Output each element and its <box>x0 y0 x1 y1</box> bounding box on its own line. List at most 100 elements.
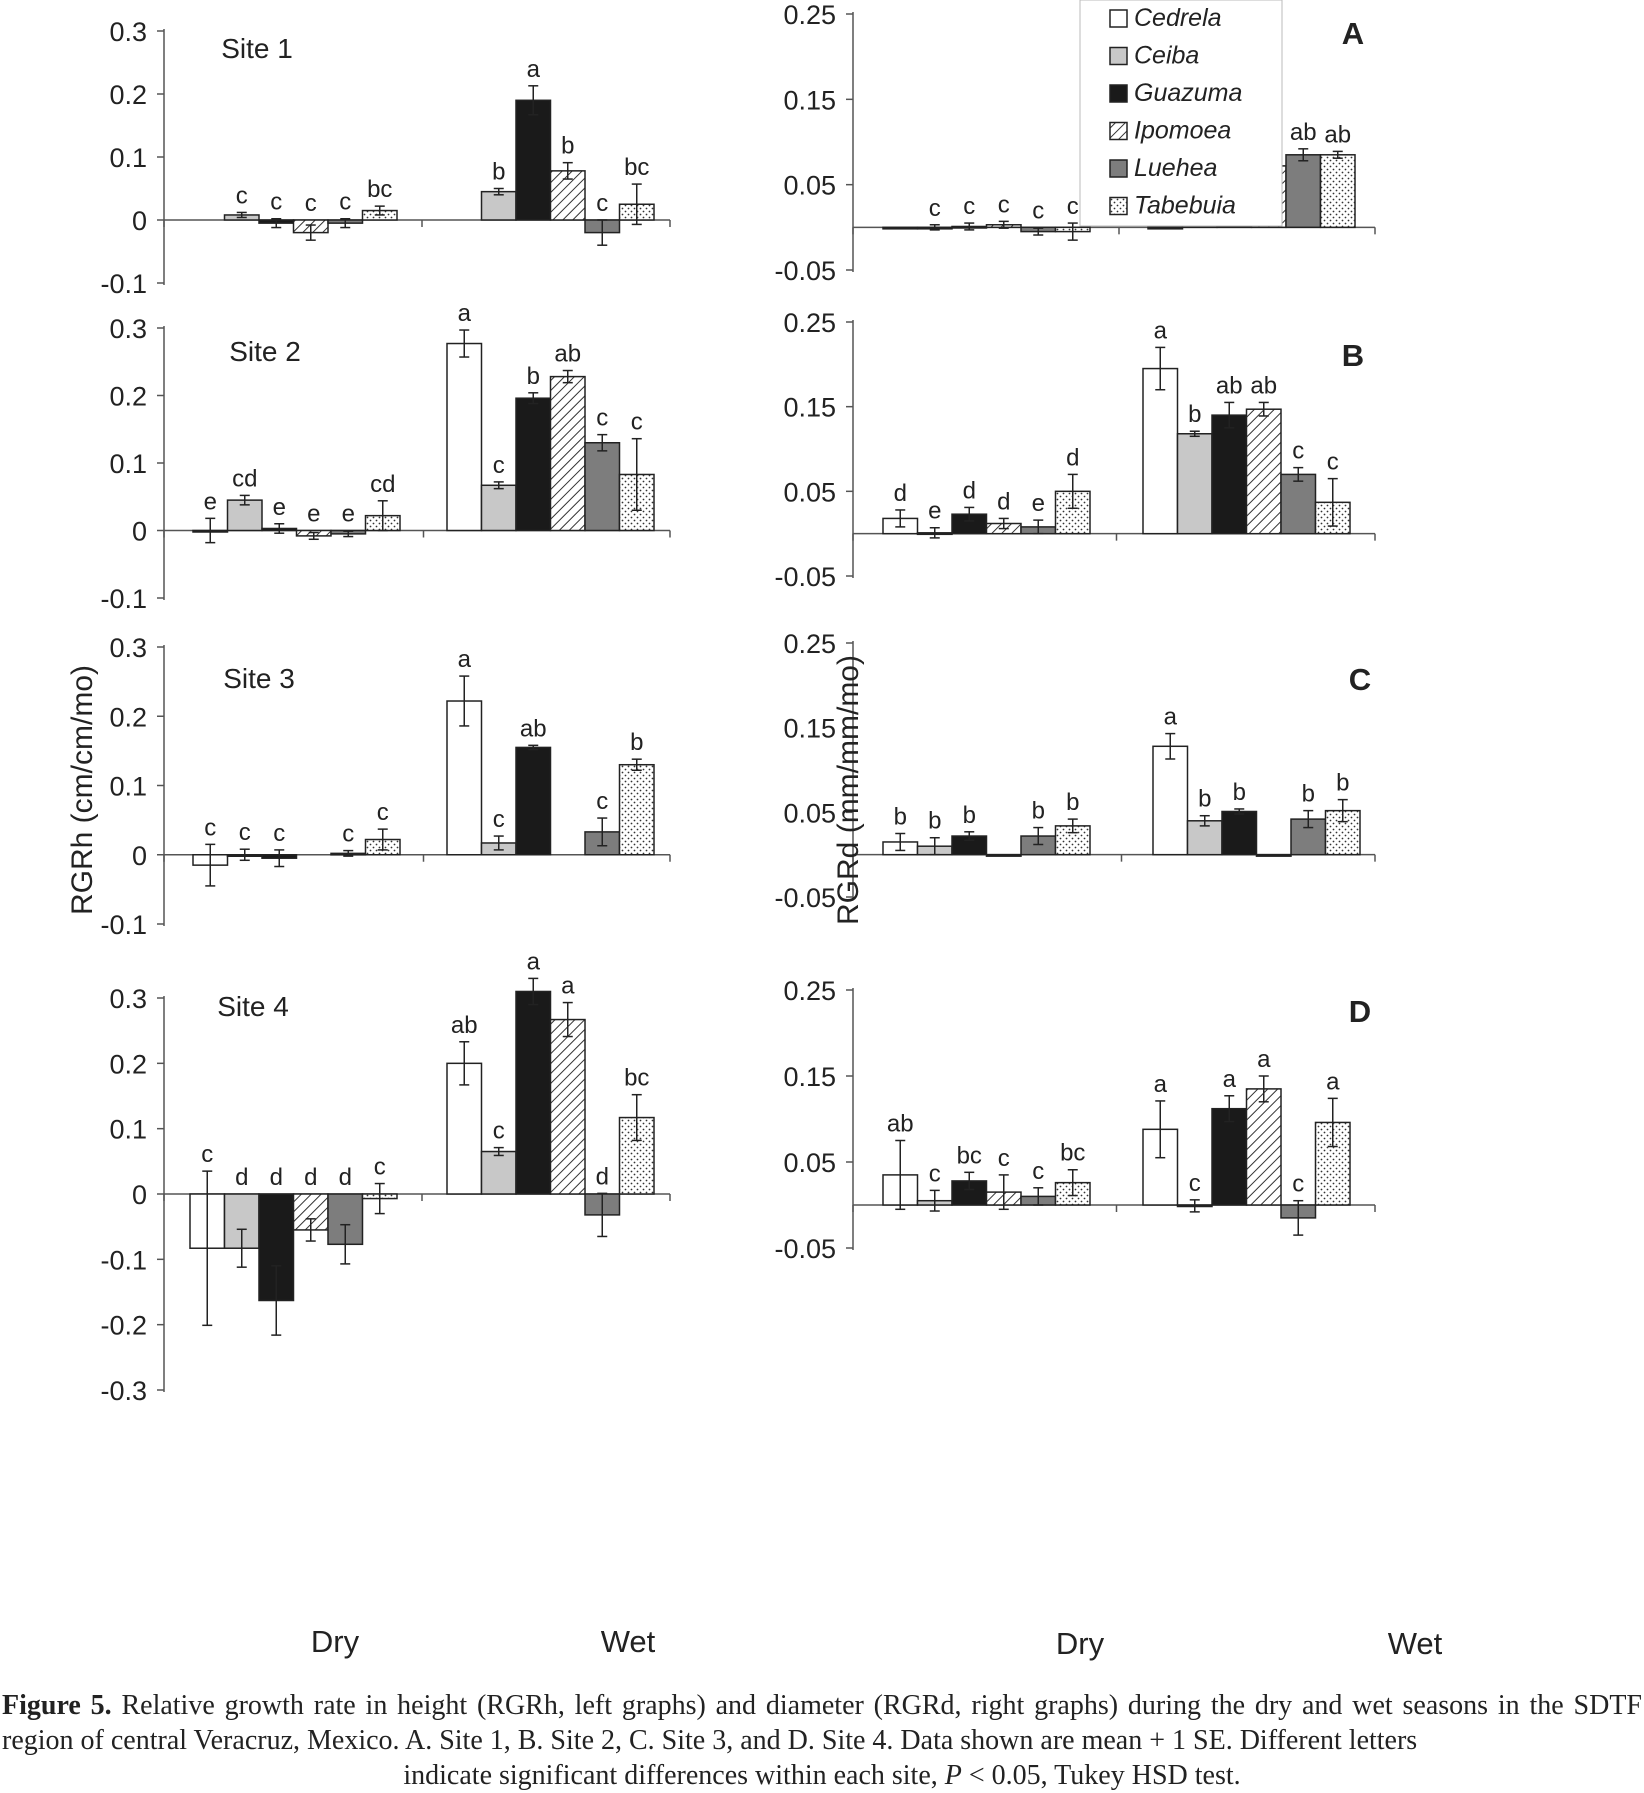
bar-tabebuia-wet <box>618 763 655 856</box>
legend-swatch-ceiba <box>1109 46 1128 66</box>
y-tick-label: 0.3 <box>109 314 147 344</box>
y-tick-label: 0.15 <box>783 1062 836 1092</box>
legend: Cedrela Ceiba Guazuma Ipomoea Luehea Tabebuia <box>1079 0 1283 227</box>
y-tick-label: -0.05 <box>774 256 836 286</box>
x-category-wet-left: Wet <box>601 1624 656 1659</box>
significance-letter: c <box>270 189 282 216</box>
significance-letter: a <box>1257 1046 1271 1073</box>
bar-guazuma-wet <box>515 99 552 221</box>
panel-label: Site 4 <box>217 991 289 1022</box>
y-tick-label: 0.1 <box>109 1115 147 1145</box>
legend-swatch-ipomoea <box>1109 121 1128 141</box>
significance-letter: e <box>928 498 941 525</box>
bar-ipomoea-wet <box>549 375 586 532</box>
legend-label-ceiba: Ceiba <box>1134 42 1199 70</box>
y-tick-label: 0.1 <box>109 772 147 802</box>
significance-letter: c <box>963 193 975 220</box>
significance-letter: b <box>1198 786 1211 813</box>
legend-swatch-cedrela <box>1109 9 1128 28</box>
bar-ipomoea-wet <box>1255 853 1292 857</box>
bar-ceiba-wet <box>480 484 517 532</box>
y-tick-label: 0.2 <box>109 1049 147 1079</box>
caption-last-line: indicate significant differences within … <box>2 1758 1642 1793</box>
caption-text-end: indicate significant differences within … <box>403 1760 938 1791</box>
significance-letter: c <box>374 1154 386 1181</box>
bar-ceiba-wet <box>480 1150 517 1195</box>
y-tick-label: -0.05 <box>774 1234 836 1264</box>
y-tick-label: -0.1 <box>100 1245 147 1275</box>
y-tick-label: 0.3 <box>109 984 147 1014</box>
significance-letter: c <box>1032 197 1044 224</box>
bar-guazuma-wet <box>1221 810 1258 856</box>
bar-cedrela-dry <box>882 226 919 230</box>
y-tick-label: 0.25 <box>783 0 836 30</box>
significance-letter: cd <box>232 465 257 492</box>
y-tick-label: 0.3 <box>109 633 147 663</box>
y-tick-label: 0.05 <box>783 477 836 507</box>
significance-letter: a <box>458 646 472 673</box>
x-category-dry-right: Dry <box>1056 1626 1105 1661</box>
bar-cedrela-wet <box>446 700 483 856</box>
significance-letter: b <box>1302 781 1315 808</box>
y-tick-label: -0.1 <box>100 269 147 299</box>
significance-letter: b <box>894 804 907 831</box>
significance-letter: c <box>339 189 351 216</box>
y-tick-label: -0.1 <box>100 584 147 614</box>
caption-text-tail: < 0.05, Tukey HSD test. <box>968 1760 1241 1791</box>
bar-ipomoea-dry <box>985 853 1022 857</box>
significance-letter: b <box>1032 798 1045 825</box>
caption-p-symbol: P <box>944 1760 962 1791</box>
panel-label: Site 2 <box>229 336 301 367</box>
legend-label-guazuma: Guazuma <box>1134 79 1242 107</box>
y-tick-label: 0.05 <box>783 798 836 828</box>
legend-label-ipomoea: Ipomoea <box>1134 117 1231 145</box>
significance-letter: b <box>527 363 540 390</box>
significance-letter: c <box>929 195 941 222</box>
legend-label-luehea: Luehea <box>1134 154 1218 182</box>
significance-letter: c <box>201 1141 213 1168</box>
significance-letter: ab <box>1324 121 1351 148</box>
significance-letter: c <box>493 806 505 833</box>
y-tick-label: -0.1 <box>100 910 147 940</box>
significance-letter: c <box>493 1118 505 1145</box>
x-category-dry-left: Dry <box>311 1624 360 1659</box>
panel-h2: -0.1 0 0.1 0.2 0.3 Site 2 e a cd c e b e ab e c cd c <box>100 300 671 614</box>
bar-ceiba-wet <box>480 190 517 221</box>
bar-cedrela-wet <box>446 342 483 532</box>
bar-tabebuia-wet <box>1319 154 1356 229</box>
panel-label: Site 1 <box>221 33 293 64</box>
panel-d1: -0.050.050.150.25Acbcacabcabcab <box>774 0 1376 286</box>
significance-letter: c <box>1327 449 1339 476</box>
legend-box <box>1079 0 1283 227</box>
panel-label: B <box>1342 338 1364 373</box>
significance-letter: bc <box>624 1065 649 1092</box>
ylabel-left: RGRh (cm/cm/mo) <box>66 665 99 915</box>
bar-luehea-wet <box>1280 473 1317 535</box>
significance-letter: d <box>894 480 907 507</box>
significance-letter: c <box>929 1160 941 1187</box>
y-tick-label: 0 <box>132 1180 147 1210</box>
significance-letter: a <box>1154 1071 1168 1098</box>
bar-guazuma-wet <box>515 746 552 856</box>
ylabel-right: RGRd (mm/mm/mo) <box>832 655 865 925</box>
legend-swatch-guazuma <box>1109 84 1128 103</box>
significance-letter: e <box>1032 490 1045 517</box>
y-tick-label: 0.2 <box>109 80 147 110</box>
significance-letter: c <box>273 820 285 847</box>
significance-letter: c <box>596 190 608 217</box>
significance-letter: c <box>1067 193 1079 220</box>
bar-ceiba-dry <box>226 499 263 532</box>
significance-letter: c <box>1292 1171 1304 1198</box>
panel-label: Site 3 <box>223 663 295 694</box>
significance-letter: b <box>1188 401 1201 428</box>
y-tick-label: 0.05 <box>783 1148 836 1178</box>
significance-letter: a <box>561 973 575 1000</box>
significance-letter: d <box>997 488 1010 515</box>
y-tick-label: 0 <box>132 206 147 236</box>
y-tick-label: 0 <box>132 841 147 871</box>
significance-letter: b <box>630 729 643 756</box>
bar-cedrela-wet <box>1142 367 1179 535</box>
y-tick-label: 0.15 <box>783 714 836 744</box>
